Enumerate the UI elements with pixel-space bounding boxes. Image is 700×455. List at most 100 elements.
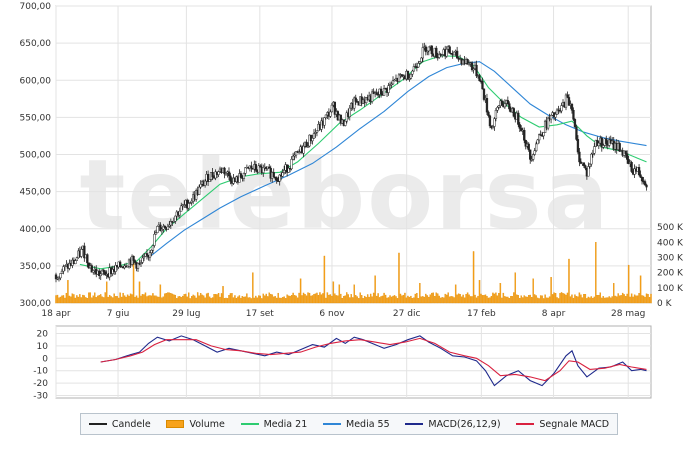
date-tick-label: 18 apr <box>41 309 71 319</box>
volume-bar <box>190 296 193 304</box>
legend-label: Media 55 <box>346 418 390 430</box>
macd-tick-label: -20 <box>33 379 48 389</box>
candle-body <box>257 165 260 173</box>
candle-body <box>163 225 167 229</box>
volume-bar <box>280 297 282 304</box>
candle-body <box>180 205 183 212</box>
volume-bar <box>596 295 599 304</box>
volume-bar <box>325 297 327 304</box>
candle-body <box>555 109 559 115</box>
volume-bar <box>429 294 432 304</box>
volume-bar <box>103 297 105 304</box>
volume-bar <box>517 295 519 304</box>
volume-bar <box>459 294 461 304</box>
volume-bar <box>371 296 373 304</box>
candle-body <box>172 221 175 223</box>
volume-bar <box>235 297 238 304</box>
candle-body <box>472 68 475 71</box>
candle-body <box>254 164 257 171</box>
volume-bar <box>232 297 235 304</box>
volume-bar <box>108 294 111 304</box>
volume-bar <box>650 293 652 304</box>
candle-body <box>455 50 459 59</box>
volume-bar <box>146 296 148 304</box>
volume-bar <box>104 292 106 304</box>
volume-bar <box>256 297 259 304</box>
volume-bar <box>126 294 129 304</box>
candle-body <box>227 171 231 177</box>
volume-bar <box>381 295 384 304</box>
candle-body <box>281 172 284 177</box>
volume-bar <box>432 292 434 304</box>
candle-body <box>203 180 207 186</box>
volume-bar <box>337 295 339 304</box>
volume-bar <box>250 298 253 304</box>
volume-bar <box>176 298 178 304</box>
volume-bar <box>402 294 405 304</box>
volume-bar <box>55 295 57 304</box>
volume-bar <box>86 297 89 304</box>
candle-body <box>445 48 448 57</box>
volume-bar <box>632 296 634 304</box>
volume-bar <box>513 292 515 304</box>
candle-body <box>250 165 253 169</box>
volume-bar <box>639 275 642 304</box>
volume-bar <box>198 295 200 304</box>
volume-bar <box>648 297 651 304</box>
volume-bar <box>352 297 354 304</box>
candle-body <box>287 168 290 173</box>
candle-body <box>417 63 420 68</box>
ma55-series <box>151 61 647 256</box>
volume-bar <box>526 296 528 304</box>
volume-bar <box>363 295 366 304</box>
volume-bar <box>483 295 485 304</box>
volume-bar <box>356 296 358 304</box>
candle-body <box>68 263 71 269</box>
volume-bar <box>522 297 524 304</box>
volume-bar <box>77 296 80 304</box>
volume-bar <box>273 296 275 304</box>
volume-bar <box>404 292 406 304</box>
volume-bar <box>70 296 72 304</box>
volume-bar <box>149 295 151 304</box>
candle-body <box>567 97 571 106</box>
candle-body <box>63 265 67 267</box>
candle-body <box>590 153 593 165</box>
volume-bar <box>581 297 584 304</box>
volume-bar <box>113 293 115 304</box>
volume-bar <box>538 298 540 304</box>
volume-bar <box>80 297 83 304</box>
candle-body <box>523 129 526 141</box>
candle-body <box>160 228 164 232</box>
volume-bar <box>359 292 361 304</box>
candle-body <box>605 138 608 144</box>
volume-bar <box>378 297 381 304</box>
volume-bar <box>380 296 382 304</box>
watermark-text: teleborsa <box>80 139 611 251</box>
volume-bar <box>284 298 287 304</box>
candle-body <box>305 141 308 148</box>
volume-bar <box>76 295 78 304</box>
candle-body <box>290 159 293 170</box>
volume-bar <box>144 292 147 304</box>
candle-body <box>98 270 101 276</box>
candle-body <box>198 186 201 195</box>
volume-bar <box>511 296 514 304</box>
volume-bar <box>140 295 142 304</box>
volume-bar <box>213 294 215 304</box>
volume-bar <box>271 294 273 304</box>
volume-bar <box>535 295 537 304</box>
volume-bar <box>308 292 311 304</box>
candle-body <box>427 46 430 52</box>
volume-bar <box>481 295 484 304</box>
candle-body <box>587 166 590 177</box>
volume-bar <box>627 264 630 304</box>
volume-bar <box>334 293 336 304</box>
volume-bar <box>447 292 449 304</box>
volume-bar <box>507 296 509 304</box>
volume-bar <box>568 258 570 304</box>
volume-bar <box>68 295 71 304</box>
volume-bar <box>577 296 579 304</box>
candle-body <box>387 85 390 93</box>
